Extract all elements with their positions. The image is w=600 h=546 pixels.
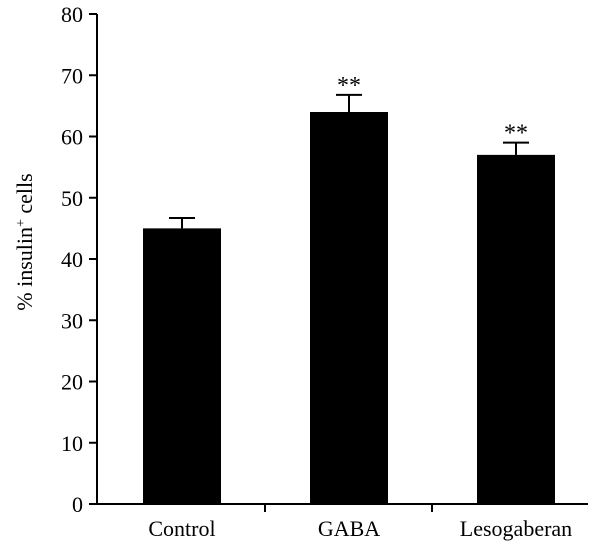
y-axis-label-superscript: + bbox=[14, 219, 29, 227]
x-tick-label: Lesogaberan bbox=[460, 516, 572, 541]
bars bbox=[143, 93, 555, 504]
y-tick-label: 70 bbox=[61, 63, 83, 88]
y-tick-label: 10 bbox=[61, 431, 83, 456]
y-tick-label: 60 bbox=[61, 125, 83, 150]
significance-marker: ** bbox=[337, 73, 361, 99]
y-tick-label: 80 bbox=[61, 2, 83, 27]
y-axis-label-main: % insulin bbox=[12, 227, 37, 311]
bar bbox=[143, 228, 221, 504]
bar bbox=[310, 112, 388, 504]
y-tick-label: 30 bbox=[61, 308, 83, 333]
y-axis-label: % insulin+ cells bbox=[12, 173, 37, 310]
significance-marker: ** bbox=[504, 121, 528, 147]
y-axis-label-suffix: cells bbox=[12, 173, 37, 219]
y-tick-label: 40 bbox=[61, 247, 83, 272]
y-tick-label: 50 bbox=[61, 186, 83, 211]
bar bbox=[477, 154, 555, 504]
y-tick-label: 0 bbox=[72, 492, 83, 517]
labels: 0 10 20 30 40 50 60 70 80 Control GABA ** Lesogabera… bbox=[61, 2, 572, 541]
x-tick-label: GABA bbox=[318, 516, 380, 541]
x-tick-label: Control bbox=[148, 516, 215, 541]
y-tick-label: 20 bbox=[61, 370, 83, 395]
